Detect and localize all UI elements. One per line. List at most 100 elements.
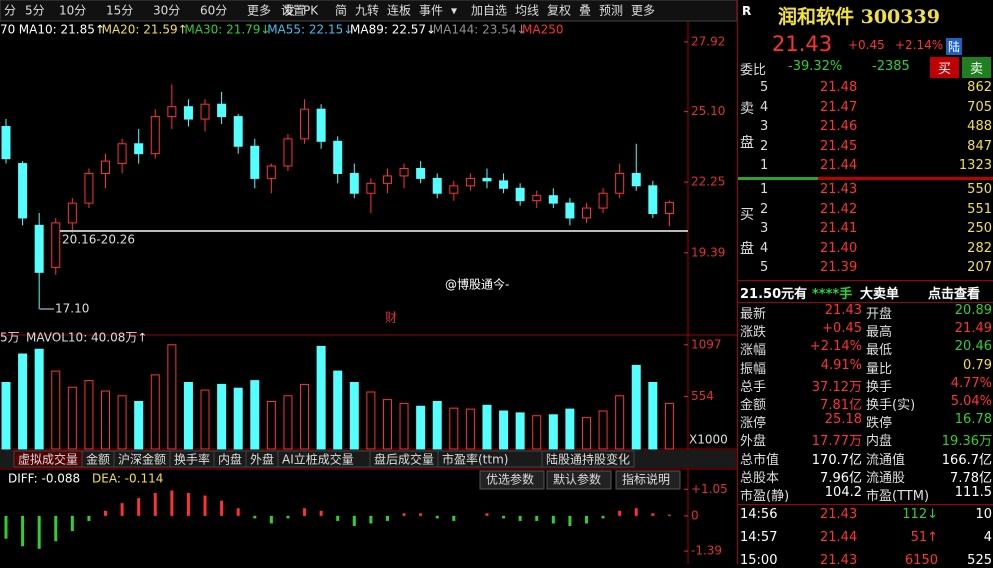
tab-label[interactable]: 虚拟成交量 <box>18 452 78 467</box>
volume-bar <box>615 395 625 450</box>
divider <box>738 280 993 281</box>
tab-label[interactable]: 市盈率(ttm) <box>442 452 508 467</box>
volume-bar <box>150 374 160 450</box>
tab-label[interactable]: 外盘 <box>250 452 274 467</box>
toolbar-button[interactable]: 加自选 <box>471 4 507 18</box>
tab-label[interactable]: 内盘 <box>218 452 242 467</box>
y-tick-label: +1.05 <box>691 482 728 496</box>
level-price: 21.39 <box>820 260 858 276</box>
toolbar-button[interactable]: 5分 <box>25 4 45 18</box>
stat-value: 104.2 <box>824 485 862 500</box>
candle-body <box>333 140 343 174</box>
toolbar-button[interactable]: 叠 <box>579 4 591 18</box>
stat-value: 16.78 <box>954 412 992 428</box>
toolbar-button[interactable]: 事件 <box>419 4 443 18</box>
stat-label: 流通股 <box>866 470 906 486</box>
side-label: 买盘 <box>740 207 754 257</box>
toolbar-button[interactable]: 60分 <box>200 4 227 18</box>
tab-label[interactable]: AI立桩成交量 <box>282 452 354 467</box>
candle-body <box>349 172 359 194</box>
stat-value: 20.89 <box>954 303 992 318</box>
toolbar-button[interactable]: 连板 <box>387 3 411 18</box>
candle-body <box>51 222 61 268</box>
change: +0.45 <box>848 38 885 52</box>
candle-body <box>67 202 77 224</box>
button-label[interactable]: 优选参数 <box>486 472 534 487</box>
tab-label[interactable]: 换手率 <box>174 452 210 467</box>
level-volume: 207 <box>967 260 992 276</box>
volume-bar <box>1 382 11 450</box>
trade-count: 525 <box>967 553 992 568</box>
trade-count: 10 <box>975 507 992 522</box>
volume-unit: X1000 <box>689 433 728 447</box>
volume-bar <box>432 401 442 450</box>
toolbar-button[interactable]: 15分 <box>106 4 133 18</box>
toolbar-button[interactable]: 更多 <box>631 4 655 18</box>
stat-label: 最低 <box>866 343 893 359</box>
candle-body <box>515 187 525 202</box>
candle-body <box>283 138 293 167</box>
candle-body <box>1 125 11 160</box>
toolbar-button[interactable]: 简 <box>335 4 347 18</box>
volume-bar <box>482 404 492 450</box>
toolbar-button[interactable]: 预测 <box>599 4 623 18</box>
candle-body <box>432 177 442 194</box>
divider <box>818 177 993 180</box>
volume-bar <box>664 402 674 450</box>
candle-body <box>598 192 608 209</box>
candle-body <box>449 185 459 194</box>
toolbar-button[interactable]: 均线 <box>515 4 539 18</box>
stat-label: 换手 <box>866 379 893 395</box>
sell-button[interactable]: 卖 <box>962 57 992 78</box>
stat-value: 7.78亿 <box>950 470 992 486</box>
ma-legend: MA55: 22.15↓ <box>267 23 353 37</box>
toolbar-button[interactable]: ▾ <box>451 4 457 18</box>
volume-bar <box>532 415 542 450</box>
tab-label[interactable]: 金额 <box>86 452 110 467</box>
toolbar-button[interactable]: 设置 <box>281 4 305 18</box>
price: 21.43 <box>772 32 833 56</box>
logo: R <box>742 4 752 18</box>
volume-bar <box>18 353 28 450</box>
stat-label: 市盈(TTM) <box>866 489 930 504</box>
stat-value: 111.5 <box>954 485 992 500</box>
volume-bar <box>515 412 525 450</box>
stat-label: 涨停 <box>740 416 767 432</box>
toolbar-button[interactable]: PK <box>303 4 319 18</box>
big-order: 大卖单 <box>860 287 900 302</box>
button-label[interactable]: 指标说明 <box>622 472 670 487</box>
stat-label: 外盘 <box>740 434 767 450</box>
toolbar-button[interactable]: 30分 <box>153 4 180 18</box>
stat-label: 涨幅 <box>740 343 767 359</box>
button <box>479 470 545 490</box>
toolbar-button[interactable]: 发 <box>283 3 295 18</box>
stat-label: 内盘 <box>866 434 893 450</box>
volume-bar <box>449 407 459 450</box>
toolbar-button[interactable]: 复权 <box>547 4 571 18</box>
toolbar-button[interactable]: 九转 <box>355 3 379 18</box>
stat-label: 跌停 <box>866 416 893 432</box>
volume-bar <box>416 405 426 450</box>
volume-bar <box>333 370 343 450</box>
big-order[interactable]: 点击查看 <box>928 287 981 302</box>
buy-button[interactable]: 买 <box>930 57 960 78</box>
button-label[interactable]: 默认参数 <box>553 472 601 487</box>
toolbar-button[interactable]: 10分 <box>59 4 86 18</box>
stat-value: 20.46 <box>954 339 992 355</box>
stat-value: 5.04% <box>950 394 992 409</box>
volume-bar <box>316 345 326 450</box>
toolbar-button[interactable]: 更多 <box>247 4 271 18</box>
candle-body <box>664 201 674 214</box>
tab-label[interactable]: 沪深金额 <box>118 452 166 467</box>
trade-price: 21.43 <box>820 553 858 568</box>
big-order: ****手 <box>812 287 853 302</box>
tab-label[interactable]: 陆股通持股变化 <box>546 452 630 467</box>
toolbar-button[interactable]: 分 <box>4 4 16 18</box>
stat-value: 170.7亿 <box>811 452 862 468</box>
volume-bar <box>581 417 591 450</box>
trade-volume: 51↑ <box>910 530 938 545</box>
tab-label[interactable]: 盘后成交量 <box>374 452 434 467</box>
level: 1 <box>760 182 769 197</box>
candle-body <box>499 180 509 189</box>
